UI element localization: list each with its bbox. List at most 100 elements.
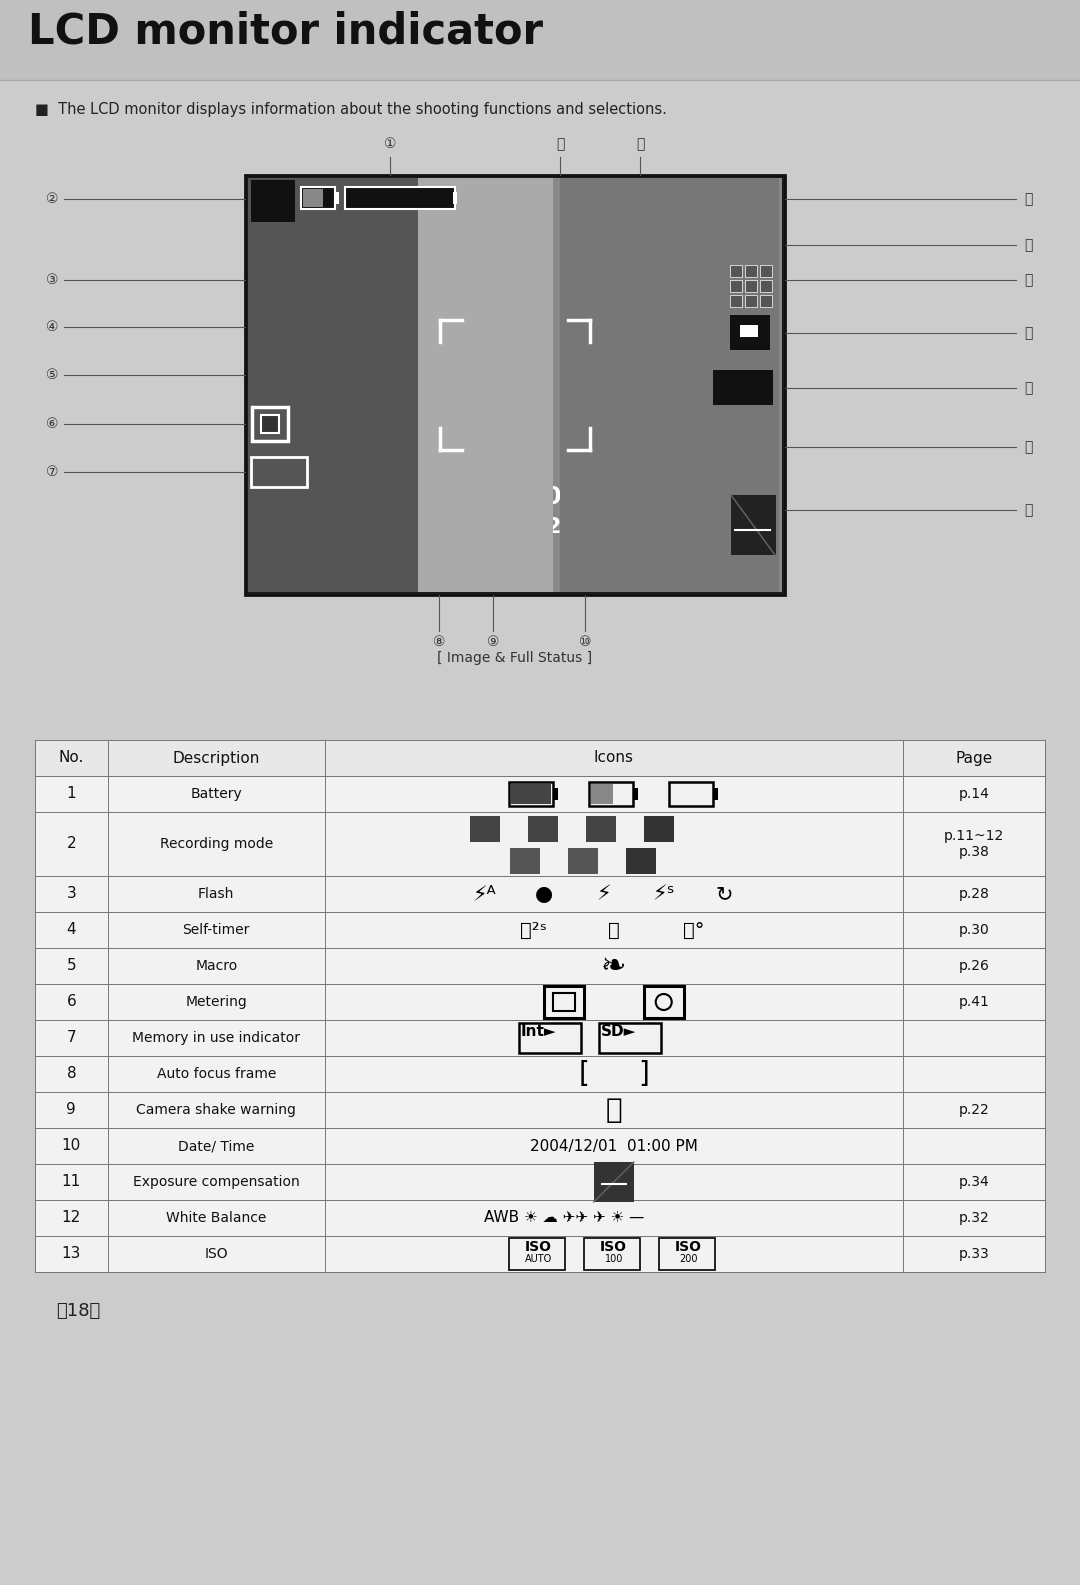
- Bar: [659, 1238, 715, 1270]
- Bar: [261, 415, 279, 433]
- Text: 1: 1: [67, 786, 77, 802]
- Bar: [745, 265, 757, 277]
- Bar: [35, 877, 1045, 911]
- Bar: [248, 178, 782, 593]
- Text: ⚡ˢ: ⚡ˢ: [652, 884, 675, 903]
- Text: ⚡: ⚡: [253, 265, 270, 288]
- Text: ISO: ISO: [715, 371, 742, 385]
- Text: ■  The LCD monitor displays information about the shooting functions and selecti: ■ The LCD monitor displays information a…: [35, 101, 666, 117]
- Text: 👋: 👋: [492, 460, 508, 483]
- Bar: [418, 178, 553, 593]
- Bar: [745, 281, 757, 292]
- Text: ⑬: ⑬: [1024, 380, 1032, 395]
- Text: 2004.12.01: 2004.12.01: [545, 517, 686, 537]
- Bar: [598, 1022, 661, 1052]
- Bar: [345, 187, 455, 209]
- Bar: [35, 812, 1045, 877]
- Bar: [553, 788, 557, 800]
- Bar: [760, 295, 772, 307]
- Bar: [509, 1238, 565, 1270]
- Bar: [35, 984, 1045, 1021]
- Text: 9: 9: [67, 1103, 77, 1117]
- Bar: [252, 407, 288, 441]
- Text: 3: 3: [67, 886, 77, 902]
- Bar: [713, 788, 718, 800]
- Bar: [518, 1022, 581, 1052]
- Text: 2: 2: [67, 837, 77, 851]
- Bar: [740, 325, 758, 338]
- Text: LCD monitor indicator: LCD monitor indicator: [28, 10, 543, 52]
- Text: 🎤: 🎤: [498, 260, 512, 281]
- Text: [ Image & Full Status ]: [ Image & Full Status ]: [437, 651, 593, 666]
- Text: ②: ②: [45, 192, 58, 206]
- Bar: [625, 848, 656, 873]
- Text: Battery: Battery: [190, 788, 242, 800]
- Text: ⑥: ⑥: [45, 417, 58, 431]
- Text: AWB: AWB: [705, 441, 762, 460]
- Text: +: +: [597, 1163, 612, 1182]
- Text: ⚡ᴬ: ⚡ᴬ: [472, 884, 496, 903]
- Text: Page: Page: [955, 751, 993, 766]
- Text: ⑲: ⑲: [556, 136, 564, 151]
- Text: Date/ Time: Date/ Time: [178, 1140, 255, 1152]
- Text: Int►: Int►: [521, 1024, 556, 1040]
- Bar: [248, 178, 418, 593]
- Text: Auto focus frame: Auto focus frame: [157, 1067, 276, 1081]
- Text: 11: 11: [62, 1174, 81, 1189]
- Bar: [510, 848, 540, 873]
- Bar: [568, 848, 597, 873]
- Text: ▲: ▲: [575, 851, 590, 870]
- Bar: [470, 816, 500, 842]
- Bar: [583, 1238, 639, 1270]
- Bar: [730, 281, 742, 292]
- Bar: [760, 281, 772, 292]
- Text: 4: 4: [67, 922, 77, 937]
- Text: P: P: [650, 816, 665, 835]
- Text: 2004/12/01  01:00 PM: 2004/12/01 01:00 PM: [530, 1138, 698, 1154]
- Bar: [35, 1021, 1045, 1056]
- Text: Description: Description: [173, 751, 260, 766]
- Text: p.32: p.32: [958, 1211, 989, 1225]
- Text: ISO: ISO: [600, 1239, 627, 1254]
- Text: p.22: p.22: [958, 1103, 989, 1117]
- Text: Exposure compensation: Exposure compensation: [133, 1174, 299, 1189]
- Text: ISO: ISO: [525, 1239, 552, 1254]
- Text: 13: 13: [62, 1246, 81, 1262]
- Text: ISO: ISO: [204, 1247, 228, 1262]
- Bar: [528, 816, 557, 842]
- Bar: [35, 1092, 1045, 1129]
- Text: Camera shake warning: Camera shake warning: [136, 1103, 296, 1117]
- Bar: [730, 295, 742, 307]
- Text: 《18》: 《18》: [56, 1301, 100, 1320]
- Text: 10: 10: [62, 1138, 81, 1154]
- Text: ⑭: ⑭: [1024, 327, 1032, 341]
- Text: ●: ●: [535, 884, 553, 903]
- Text: 🎥: 🎥: [477, 819, 489, 838]
- Text: 👋: 👋: [606, 1095, 622, 1124]
- Text: 5: 5: [67, 959, 77, 973]
- Text: Int►: Int►: [254, 458, 286, 472]
- Text: Macro: Macro: [195, 959, 238, 973]
- Bar: [644, 816, 674, 842]
- Bar: [589, 781, 633, 807]
- Text: 100: 100: [605, 1254, 623, 1263]
- Bar: [251, 456, 307, 487]
- Bar: [303, 189, 323, 208]
- Text: −: −: [733, 531, 750, 550]
- Text: Memory in use indicator: Memory in use indicator: [132, 1030, 300, 1045]
- Text: ⑤: ⑤: [45, 368, 58, 382]
- Text: p.11~12
p.38: p.11~12 p.38: [944, 829, 1004, 859]
- Text: ⑨: ⑨: [487, 636, 500, 648]
- Bar: [730, 265, 742, 277]
- Bar: [335, 192, 339, 204]
- Bar: [251, 181, 295, 222]
- Text: p.26: p.26: [958, 959, 989, 973]
- Text: ①: ①: [383, 136, 396, 151]
- Text: 📷: 📷: [594, 819, 606, 838]
- Text: SD►: SD►: [600, 1024, 636, 1040]
- Text: 8: 8: [67, 1067, 77, 1081]
- Text: p.41: p.41: [958, 995, 989, 1010]
- Bar: [261, 415, 279, 433]
- Bar: [35, 1129, 1045, 1163]
- Bar: [35, 1236, 1045, 1273]
